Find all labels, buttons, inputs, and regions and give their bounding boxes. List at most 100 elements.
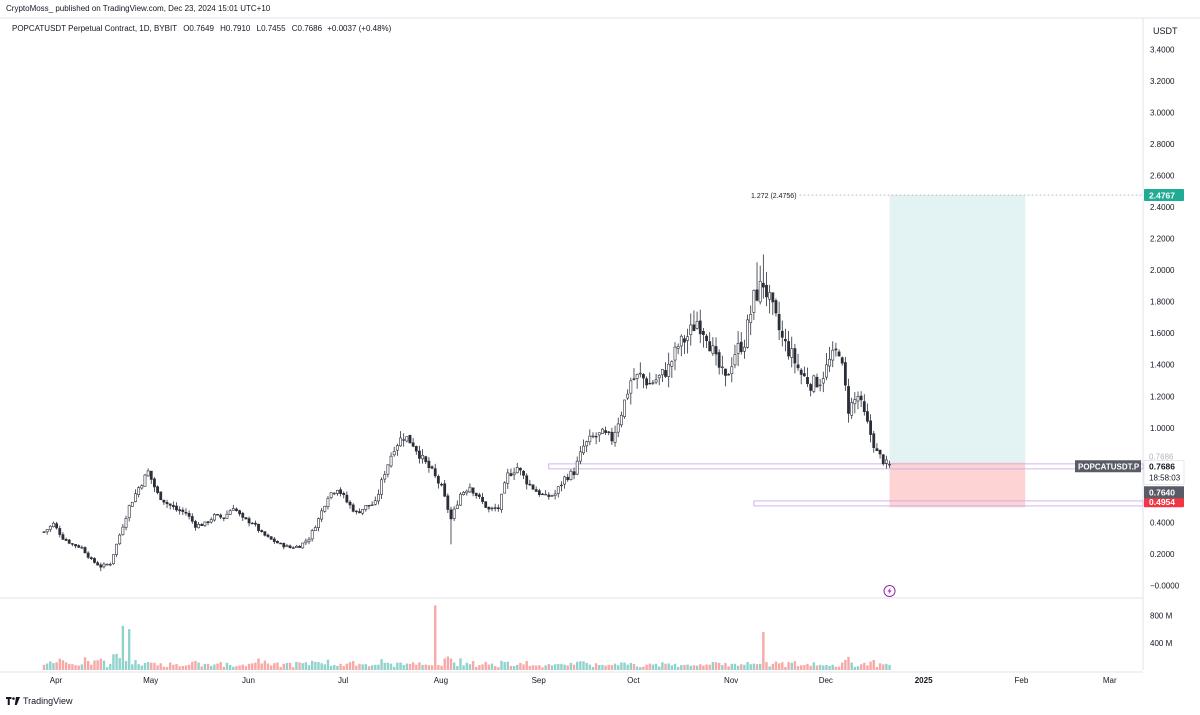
candle-body <box>184 511 188 514</box>
volume-bar <box>683 664 686 670</box>
volume-bar <box>866 665 869 670</box>
candle <box>304 538 308 546</box>
candles <box>42 254 891 572</box>
candle <box>708 332 712 352</box>
candle <box>556 486 560 498</box>
candle <box>175 502 178 512</box>
time-tick-label: 2025 <box>915 676 933 685</box>
volume-bar <box>607 664 610 670</box>
candle-body <box>582 445 585 454</box>
candle-body <box>250 522 254 525</box>
candle-body <box>638 372 642 375</box>
volume-bar <box>131 664 134 670</box>
candle <box>449 506 453 545</box>
candle <box>93 557 96 564</box>
support-levels: 1.272 (2.4756) <box>548 193 1144 507</box>
candle <box>370 501 374 506</box>
candle <box>317 517 320 532</box>
candle-body <box>569 470 573 480</box>
candle-body <box>405 436 409 442</box>
volume-bar <box>200 666 203 670</box>
candle <box>427 457 431 473</box>
volume-bar <box>367 666 371 670</box>
volume-bar <box>175 664 178 670</box>
candle <box>679 334 683 357</box>
volume-bar <box>651 664 655 670</box>
candle-body <box>459 493 462 506</box>
candle <box>834 342 838 357</box>
price-tick-label: 2.8000 <box>1150 140 1175 149</box>
candle <box>866 403 869 424</box>
volume-bar <box>506 661 509 670</box>
candle <box>563 475 566 489</box>
candle-body <box>70 543 74 545</box>
volume-bar <box>569 662 573 670</box>
volume-bar <box>358 663 361 670</box>
candle-body <box>348 501 352 506</box>
candle <box>705 333 708 348</box>
candle-body <box>42 531 46 533</box>
candle-body <box>244 517 248 520</box>
volume-bar <box>534 665 538 670</box>
price-tick-label: 0.2000 <box>1150 550 1175 559</box>
volume-bar <box>837 666 841 670</box>
candle <box>806 367 809 387</box>
candle <box>828 346 831 372</box>
candle-body <box>866 411 869 422</box>
volume-bar <box>544 665 547 670</box>
candle-body <box>339 489 342 494</box>
candle-body <box>541 493 544 496</box>
candle <box>405 436 409 443</box>
volume-bar <box>743 664 746 670</box>
volume-bar <box>475 666 478 670</box>
volume-bar <box>762 631 765 670</box>
candle <box>560 481 563 492</box>
price-tick-label: 0.4000 <box>1150 518 1175 527</box>
candle-body <box>872 433 876 448</box>
volume-bar <box>197 662 200 670</box>
candle <box>367 504 371 510</box>
volume-bar <box>875 667 879 670</box>
volume-bar <box>181 665 185 670</box>
volume-bar <box>686 664 689 670</box>
volume-bar <box>629 662 633 670</box>
candle-body <box>99 564 103 568</box>
volume-bar <box>664 663 667 670</box>
candle <box>70 543 74 547</box>
candle-body <box>676 346 680 349</box>
candle <box>452 506 456 522</box>
volume-bar <box>676 667 680 670</box>
candle <box>601 428 604 435</box>
candle <box>178 506 182 515</box>
candle-body <box>534 489 538 492</box>
volume-bar <box>61 660 65 670</box>
volume-bar <box>115 653 118 670</box>
candle <box>231 504 235 511</box>
candle <box>436 474 440 489</box>
candle <box>326 495 330 510</box>
candle-body <box>89 557 93 560</box>
candle <box>616 417 620 438</box>
candle <box>500 493 503 513</box>
volume-bar <box>746 661 749 670</box>
volume-bar <box>427 665 431 670</box>
candle-body <box>749 313 753 323</box>
candle-body <box>386 464 390 475</box>
candle-body <box>247 518 251 524</box>
candle-body <box>673 346 677 361</box>
candle <box>433 463 437 478</box>
candle-body <box>298 545 301 548</box>
candle <box>793 343 797 374</box>
candle-body <box>818 384 822 387</box>
volume-bar <box>645 664 648 670</box>
candle <box>329 492 333 500</box>
candle <box>159 491 163 501</box>
price-tick-label: 3.2000 <box>1150 77 1175 86</box>
candle-body <box>168 503 172 506</box>
volume-bar <box>118 658 121 670</box>
candle <box>544 490 548 496</box>
candle-body <box>93 558 96 563</box>
candle-body <box>45 529 49 533</box>
candle <box>796 353 800 371</box>
